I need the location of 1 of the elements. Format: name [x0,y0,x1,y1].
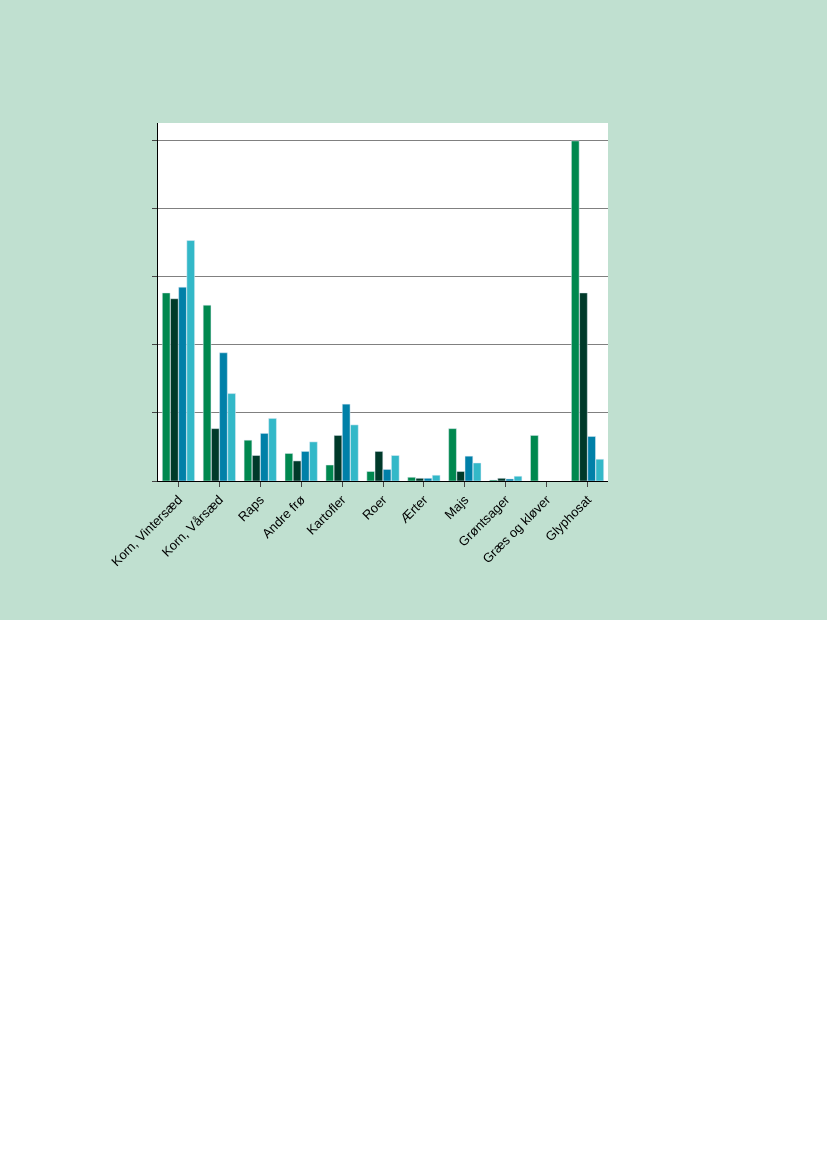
bar [530,435,539,481]
